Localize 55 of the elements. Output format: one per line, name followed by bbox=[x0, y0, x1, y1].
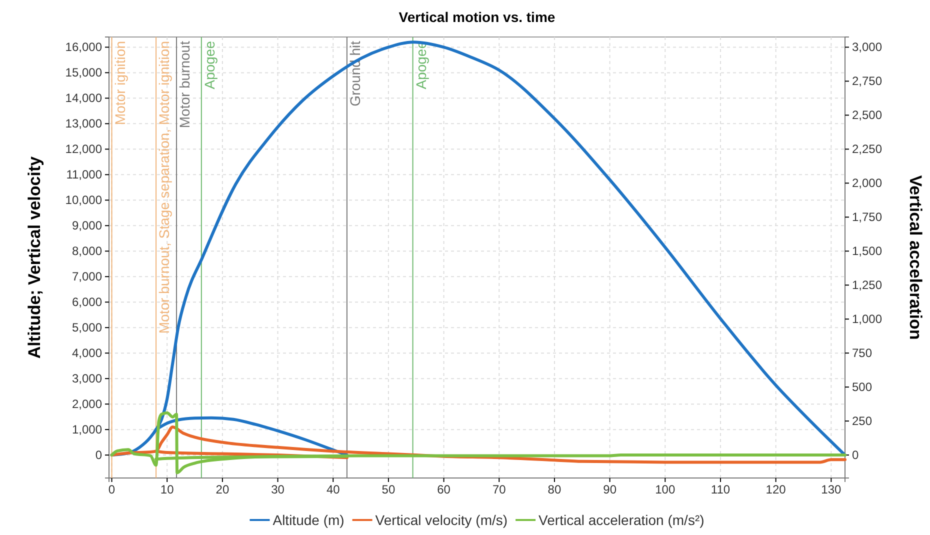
legend-label: Altitude (m) bbox=[272, 512, 344, 528]
y2-tick-label: 0 bbox=[852, 448, 859, 462]
x-tick-label: 70 bbox=[492, 482, 506, 497]
x-tick-label: 80 bbox=[548, 482, 562, 497]
y-tick-label: 16,000 bbox=[65, 40, 102, 54]
y-tick-label: 13,000 bbox=[65, 116, 102, 131]
y-tick-label: 5,000 bbox=[72, 320, 102, 334]
y2-tick-label: 2,000 bbox=[852, 176, 882, 190]
y-tick-label: 3,000 bbox=[72, 371, 102, 386]
y-tick-label: 1,000 bbox=[72, 422, 102, 436]
y2-tick-label: 3,000 bbox=[852, 40, 882, 54]
x-tick-label: 120 bbox=[766, 482, 786, 497]
y2-tick-label: 1,500 bbox=[852, 244, 882, 258]
y2-tick-label: 1,000 bbox=[852, 312, 882, 326]
ref-line-label: Apogee bbox=[201, 40, 218, 90]
y2-tick-label: 2,500 bbox=[852, 108, 882, 122]
x-tick-label: 90 bbox=[603, 482, 617, 497]
y2-tick-label: 1,250 bbox=[852, 278, 882, 292]
ref-line-label: Motor ignition bbox=[112, 41, 128, 126]
y-tick-label: 7,000 bbox=[72, 269, 102, 284]
y2-axis-title: Vertical acceleration bbox=[906, 175, 925, 340]
y-tick-label: 15,000 bbox=[65, 66, 102, 80]
x-tick-label: 10 bbox=[160, 482, 174, 497]
legend-label: Vertical acceleration (m/s²) bbox=[538, 512, 704, 528]
y-tick-label: 2,000 bbox=[72, 396, 102, 411]
y2-tick-label: 2,750 bbox=[852, 74, 882, 88]
y2-tick-label: 750 bbox=[852, 346, 872, 360]
ref-line-label: Motor burnout, Stage separation, Motor ignition bbox=[156, 41, 172, 334]
legend-label: Vertical velocity (m/s) bbox=[375, 512, 508, 528]
x-tick-label: 130 bbox=[821, 482, 842, 497]
chart-title: Vertical motion vs. time bbox=[398, 9, 556, 25]
y-axis-title: Altitude; Vertical velocity bbox=[25, 156, 44, 359]
y-tick-label: 11,000 bbox=[66, 167, 102, 182]
y-tick-label: 9,000 bbox=[72, 218, 102, 232]
x-tick-label: 50 bbox=[382, 482, 396, 497]
x-tick-label: 0 bbox=[108, 482, 116, 497]
y2-tick-label: 1,750 bbox=[852, 210, 882, 224]
y-tick-label: 0 bbox=[95, 448, 102, 462]
y-tick-label: 8,000 bbox=[72, 244, 102, 258]
y2-tick-label: 500 bbox=[852, 380, 872, 394]
y2-tick-label: 250 bbox=[852, 414, 872, 428]
x-tick-label: 100 bbox=[655, 482, 676, 497]
x-tick-label: 110 bbox=[710, 482, 730, 497]
y-tick-label: 12,000 bbox=[65, 142, 102, 156]
x-tick-label: 20 bbox=[216, 482, 230, 497]
x-tick-label: 40 bbox=[326, 482, 340, 497]
y-tick-label: 14,000 bbox=[65, 91, 102, 106]
ref-line-label: Apogee bbox=[412, 40, 429, 90]
ref-line-label: Motor burnout bbox=[176, 40, 193, 128]
x-tick-label: 30 bbox=[271, 482, 285, 497]
y-tick-label: 10,000 bbox=[65, 192, 102, 207]
y2-tick-label: 2,250 bbox=[852, 142, 882, 156]
x-tick-label: 60 bbox=[437, 482, 451, 497]
y-tick-label: 6,000 bbox=[72, 294, 102, 309]
y-tick-label: 4,000 bbox=[72, 346, 102, 360]
